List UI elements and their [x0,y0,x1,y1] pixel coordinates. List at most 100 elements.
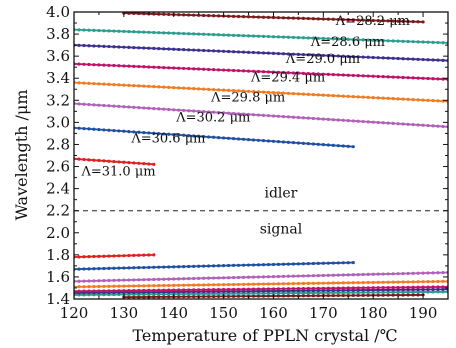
signal-point [426,271,430,275]
signal-point [341,281,345,285]
signal-point [192,288,196,292]
idler-point [147,106,151,110]
series-4 [74,62,448,293]
idler-point [361,119,365,124]
idler-point [286,91,291,96]
signal-point [436,279,440,284]
signal-point [356,290,360,295]
signal-point [371,286,375,290]
signal-point [391,288,395,292]
signal-point [281,287,286,291]
idler-point [301,16,305,21]
idler-point [421,40,425,44]
signal-point [311,274,315,278]
signal-point [421,290,425,294]
signal-point [346,288,350,292]
idler-point [246,34,251,38]
idler-point [122,64,126,68]
idler-point [401,39,405,43]
signal-point [341,293,345,298]
idler-point [157,107,161,111]
idler-point [182,13,186,17]
idler-point [142,162,146,166]
idler-point [376,56,380,60]
signal-point [336,293,340,298]
idler-point [431,99,435,103]
signal-point [177,283,181,287]
idler-point [266,114,271,118]
idler-point [311,53,315,57]
signal-point [311,286,315,291]
idler-point [391,75,395,79]
signal-point [261,287,266,291]
signal-point [276,291,281,295]
idler-point [306,116,310,120]
idler-point [291,71,296,75]
idler-point [326,54,330,58]
idler-point [251,69,256,73]
idler-point [431,77,435,81]
signal-point [321,261,325,265]
idler-point [246,50,251,54]
signal-point [401,290,405,294]
idler-point [261,70,266,74]
idler-point [207,14,211,18]
signal-point [306,262,310,266]
signal-point [366,286,370,290]
idler-point [316,142,320,146]
signal-point [152,288,156,292]
idler-point [231,68,236,73]
signal-point [291,291,296,295]
idler-point [336,17,340,22]
signal-point [187,264,191,269]
signal-point [396,290,400,294]
idler-point [396,122,400,126]
idler-point [256,69,261,74]
signal-point [361,288,365,292]
signal-point [137,278,141,282]
signal-point [207,288,211,292]
idler-point [107,159,111,163]
signal-point [222,287,226,292]
idler-point [157,31,161,35]
idler-point [321,93,325,97]
idler-point [187,86,191,91]
idler-point [87,44,91,48]
idler-point [241,89,246,93]
signal-point [391,285,395,290]
idler-point [107,63,111,67]
idler-point [316,93,320,97]
idler-point [207,110,211,114]
signal-point [117,254,121,258]
signal-point [226,292,231,296]
idler-point [112,63,116,68]
idler-point [187,48,191,52]
signal-point [316,261,320,266]
idler-point [192,109,196,113]
idler-point [137,46,141,50]
idler-point [236,137,241,141]
idler-point [386,96,390,101]
signal-point [376,288,380,292]
idler-point [301,141,305,145]
signal-point [246,282,251,286]
series-annotation: Λ=28.2 μm [335,14,410,29]
idler-point [331,54,335,58]
idler-point [97,63,101,67]
idler-label: idler [264,186,297,202]
idler-point [346,37,350,41]
idler-point [336,37,340,41]
idler-point [172,108,176,112]
idler-point [371,96,375,100]
signal-point [301,294,305,298]
idler-point [371,18,375,23]
signal-point [226,282,231,287]
signal-point [336,273,340,277]
signal-point [346,293,350,298]
signal-point [376,280,380,284]
idler-point [152,12,156,16]
idler-point [281,115,286,119]
idler-point [137,106,141,110]
signal-point [366,280,370,285]
idler-point [301,71,305,75]
